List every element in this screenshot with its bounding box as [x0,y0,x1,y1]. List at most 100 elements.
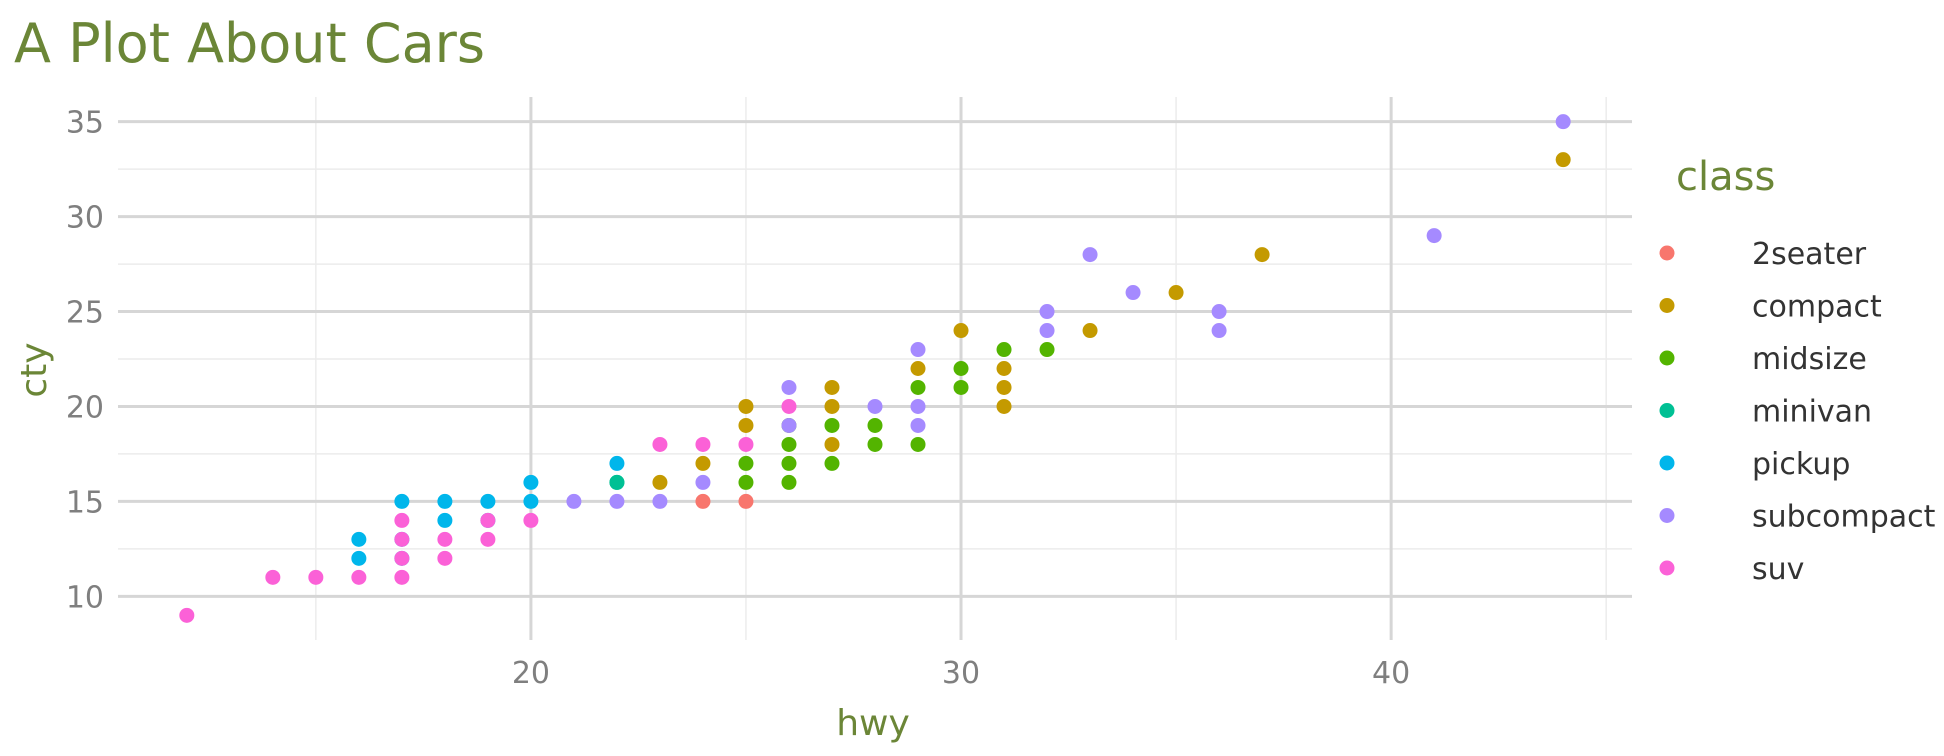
legend-key-compact [1659,298,1675,313]
data-point-compact [1555,152,1571,168]
data-point-pickup [437,493,453,509]
data-point-compact [738,417,754,433]
data-point-suv [179,607,195,623]
data-point-midsize [953,379,969,395]
legend-key-2seater [1659,245,1675,261]
data-point-suv [351,569,367,585]
grid-lines [118,97,1632,640]
data-point-subcompact [1039,323,1055,339]
data-point-suv [394,512,410,528]
data-point-suv [738,436,754,452]
x-tick-label: 20 [512,656,550,691]
legend-key-suv [1659,560,1675,576]
data-point-midsize [781,474,797,490]
data-point-pickup [609,455,625,471]
data-point-pickup [480,493,496,509]
data-point-suv [437,550,453,566]
data-point-subcompact [652,493,668,509]
data-point-midsize [867,436,883,452]
data-point-subcompact [781,417,797,433]
y-tick-label: 10 [66,580,104,615]
data-point-compact [652,474,668,490]
data-point-compact [824,398,840,414]
legend-label-suv: suv [1752,552,1804,587]
data-point-subcompact [781,379,797,395]
data-point-compact [996,379,1012,395]
legend-label-2seater: 2seater [1752,237,1867,272]
data-point-compact [1254,247,1270,263]
data-point-midsize [996,342,1012,358]
data-point-pickup [394,493,410,509]
data-point-compact [824,379,840,395]
data-point-suv [695,436,711,452]
data-point-compact [1168,285,1184,301]
data-point-compact [996,398,1012,414]
data-point-suv [437,531,453,547]
data-points [179,114,1571,623]
legend-label-pickup: pickup [1752,447,1850,482]
data-point-midsize [738,455,754,471]
legend-key-midsize [1659,350,1675,366]
data-point-midsize [1039,342,1055,358]
legend-key-minivan [1659,403,1675,418]
data-point-subcompact [1125,285,1141,301]
legend: class 2seater compact midsize minivan pickup… [1659,154,1936,587]
data-point-pickup [351,531,367,547]
data-point-compact [738,398,754,414]
data-point-subcompact [1039,304,1055,320]
y-tick-label: 30 [66,201,104,236]
data-point-subcompact [910,417,926,433]
data-point-subcompact [1211,304,1227,320]
data-point-suv [394,569,410,585]
data-point-suv [480,512,496,528]
data-point-midsize [867,417,883,433]
legend-key-pickup [1659,455,1675,471]
data-point-subcompact [695,474,711,490]
data-point-compact [910,361,926,376]
data-point-subcompact [867,398,883,414]
y-tick-label: 25 [66,296,104,331]
data-point-midsize [953,361,969,376]
y-tick-label: 15 [66,485,104,520]
data-point-subcompact [609,493,625,509]
data-point-subcompact [910,398,926,414]
data-point-pickup [523,474,539,490]
data-point-2seater [695,493,711,509]
legend-label-compact: compact [1752,290,1882,325]
legend-title: class [1676,154,1775,200]
data-point-suv [394,531,410,547]
x-axis-title: hwy [836,703,910,744]
data-point-2seater [738,493,754,509]
data-point-subcompact [566,493,582,509]
y-axis-title: cty [14,342,55,397]
data-point-compact [996,361,1012,376]
data-point-suv [480,531,496,547]
data-point-midsize [824,455,840,471]
data-point-pickup [437,512,453,528]
legend-label-subcompact: subcompact [1752,500,1936,535]
y-tick-label: 20 [66,390,104,425]
x-tick-label: 40 [1372,656,1410,691]
legend-label-minivan: minivan [1752,395,1872,430]
data-point-midsize [781,436,797,452]
data-point-suv [523,512,539,528]
data-point-midsize [781,455,797,471]
data-point-subcompact [910,342,926,358]
data-point-suv [781,398,797,414]
data-point-midsize [824,417,840,433]
data-point-subcompact [1555,114,1571,130]
data-point-pickup [351,550,367,566]
data-point-subcompact [1082,247,1098,263]
data-point-compact [824,436,840,452]
x-tick-label: 30 [942,656,980,691]
data-point-minivan [609,474,625,490]
data-point-suv [652,436,668,452]
data-point-suv [308,569,324,585]
legend-label-midsize: midsize [1752,342,1867,377]
data-point-suv [265,569,281,585]
tick-labels: 20 30 40 10 15 20 25 30 35 [66,106,1410,691]
data-point-subcompact [1211,323,1227,339]
data-point-subcompact [1426,228,1442,244]
data-point-suv [394,550,410,566]
